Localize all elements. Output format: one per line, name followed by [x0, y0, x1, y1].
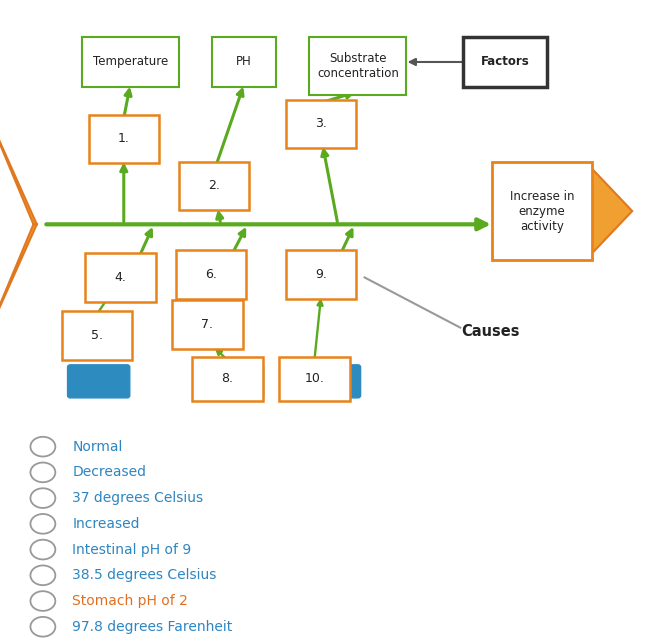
FancyBboxPatch shape [280, 357, 349, 401]
Text: Decreased: Decreased [72, 466, 147, 479]
Text: Increased: Increased [72, 517, 140, 531]
Text: 1.: 1. [118, 132, 130, 146]
Text: Normal: Normal [72, 440, 122, 453]
Text: 7.: 7. [201, 318, 213, 331]
Polygon shape [589, 166, 632, 257]
Text: 9.: 9. [315, 268, 327, 281]
Polygon shape [0, 224, 37, 336]
Text: Stomach pH of 2: Stomach pH of 2 [72, 594, 188, 608]
FancyBboxPatch shape [193, 357, 263, 401]
Text: 37 degrees Celsius: 37 degrees Celsius [72, 491, 203, 505]
Text: 97.8 degrees Farenheit: 97.8 degrees Farenheit [72, 620, 233, 634]
FancyBboxPatch shape [286, 100, 356, 148]
FancyBboxPatch shape [82, 37, 179, 87]
Text: 2.: 2. [208, 180, 220, 193]
Text: 10.: 10. [304, 372, 324, 386]
FancyBboxPatch shape [201, 365, 264, 398]
FancyBboxPatch shape [309, 37, 407, 95]
FancyBboxPatch shape [213, 37, 276, 87]
Text: Intestinal pH of 9: Intestinal pH of 9 [72, 543, 191, 556]
Text: 38.5 degrees Celsius: 38.5 degrees Celsius [72, 568, 217, 582]
Text: Factors: Factors [481, 55, 529, 68]
FancyBboxPatch shape [62, 311, 132, 359]
FancyBboxPatch shape [86, 253, 155, 301]
FancyBboxPatch shape [179, 162, 249, 210]
FancyBboxPatch shape [175, 251, 246, 299]
Text: Temperature: Temperature [93, 55, 168, 68]
Polygon shape [0, 112, 37, 224]
Text: 8.: 8. [221, 372, 233, 386]
FancyBboxPatch shape [286, 251, 356, 299]
FancyBboxPatch shape [68, 365, 130, 398]
Text: Increase in
enzyme
activity: Increase in enzyme activity [510, 189, 574, 232]
Text: Causes: Causes [462, 325, 520, 339]
FancyBboxPatch shape [173, 301, 242, 349]
FancyBboxPatch shape [88, 115, 159, 163]
Text: 4.: 4. [114, 271, 126, 284]
Text: 3.: 3. [315, 117, 327, 131]
Text: 5.: 5. [91, 329, 103, 342]
Text: 6.: 6. [205, 268, 217, 281]
FancyBboxPatch shape [292, 365, 361, 398]
Text: PH: PH [236, 55, 252, 68]
FancyBboxPatch shape [464, 37, 547, 87]
FancyBboxPatch shape [492, 162, 592, 260]
Text: Substrate
concentration: Substrate concentration [317, 52, 399, 80]
